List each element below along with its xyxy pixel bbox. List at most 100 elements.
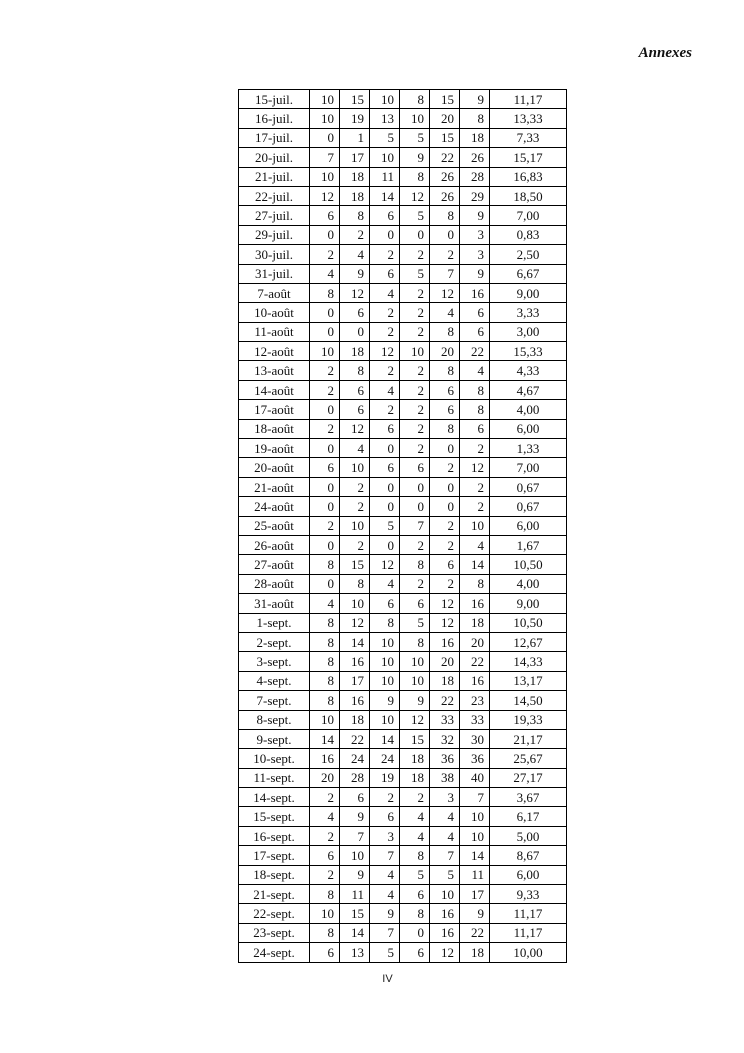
value-cell: 30 bbox=[459, 728, 490, 750]
value-cell: 10 bbox=[459, 515, 490, 536]
table-row: 28-août 0 8 4 2 2 8 4,00 bbox=[238, 573, 567, 595]
average-cell: 6,00 bbox=[489, 515, 567, 536]
value-cell: 11 bbox=[339, 884, 370, 905]
average-cell: 12,67 bbox=[489, 631, 567, 653]
value-cell: 10 bbox=[369, 651, 400, 672]
value-cell: 10 bbox=[339, 845, 370, 866]
value-cell: 14 bbox=[369, 728, 400, 750]
date-cell: 20-août bbox=[238, 457, 310, 478]
value-cell: 6 bbox=[399, 942, 430, 963]
average-cell: 15,33 bbox=[489, 341, 567, 362]
value-cell: 15 bbox=[399, 728, 430, 750]
value-cell: 18 bbox=[459, 127, 490, 149]
value-cell: 8 bbox=[309, 282, 340, 304]
value-cell: 0 bbox=[309, 438, 340, 459]
value-cell: 20 bbox=[459, 631, 490, 653]
value-cell: 18 bbox=[399, 767, 430, 789]
value-cell: 19 bbox=[339, 108, 370, 129]
value-cell: 2 bbox=[309, 825, 340, 847]
value-cell: 8 bbox=[399, 166, 430, 187]
value-cell: 2 bbox=[399, 302, 430, 323]
value-cell: 0 bbox=[429, 476, 460, 498]
date-cell: 3-sept. bbox=[238, 651, 310, 672]
value-cell: 32 bbox=[429, 728, 460, 750]
value-cell: 2 bbox=[399, 418, 430, 440]
value-cell: 2 bbox=[369, 399, 400, 420]
value-cell: 6 bbox=[309, 457, 340, 478]
value-cell: 12 bbox=[309, 185, 340, 207]
value-cell: 0 bbox=[429, 224, 460, 246]
value-cell: 5 bbox=[399, 263, 430, 284]
value-cell: 8 bbox=[309, 670, 340, 692]
value-cell: 16 bbox=[429, 903, 460, 924]
date-cell: 8-sept. bbox=[238, 709, 310, 730]
date-cell: 24-sept. bbox=[238, 942, 310, 963]
date-cell: 24-août bbox=[238, 496, 310, 517]
value-cell: 14 bbox=[459, 554, 490, 575]
average-cell: 14,50 bbox=[489, 690, 567, 711]
value-cell: 6 bbox=[309, 845, 340, 866]
value-cell: 13 bbox=[339, 942, 370, 963]
value-cell: 12 bbox=[369, 554, 400, 575]
value-cell: 9 bbox=[399, 147, 430, 168]
value-cell: 4 bbox=[459, 360, 490, 381]
value-cell: 10 bbox=[369, 670, 400, 692]
value-cell: 9 bbox=[459, 263, 490, 284]
value-cell: 3 bbox=[459, 244, 490, 265]
value-cell: 38 bbox=[429, 767, 460, 789]
value-cell: 5 bbox=[429, 864, 460, 886]
average-cell: 10,00 bbox=[489, 942, 567, 963]
table-row: 16-sept. 2 7 3 4 4 10 5,00 bbox=[238, 825, 567, 847]
value-cell: 19 bbox=[369, 767, 400, 789]
value-cell: 16 bbox=[459, 282, 490, 304]
table-row: 14-août 2 6 4 2 6 8 4,67 bbox=[238, 379, 567, 401]
value-cell: 18 bbox=[459, 942, 490, 963]
average-cell: 18,50 bbox=[489, 185, 567, 207]
average-cell: 1,67 bbox=[489, 534, 567, 556]
value-cell: 24 bbox=[339, 748, 370, 769]
table-row: 1-sept. 8 12 8 5 12 18 10,50 bbox=[238, 612, 567, 633]
value-cell: 2 bbox=[399, 438, 430, 459]
value-cell: 0 bbox=[339, 321, 370, 343]
value-cell: 6 bbox=[369, 263, 400, 284]
value-cell: 6 bbox=[399, 457, 430, 478]
value-cell: 2 bbox=[339, 476, 370, 498]
date-cell: 1-sept. bbox=[238, 612, 310, 633]
value-cell: 5 bbox=[399, 864, 430, 886]
value-cell: 8 bbox=[429, 321, 460, 343]
value-cell: 0 bbox=[399, 224, 430, 246]
value-cell: 9 bbox=[369, 903, 400, 924]
date-cell: 22-juil. bbox=[238, 185, 310, 207]
date-cell: 14-août bbox=[238, 379, 310, 401]
value-cell: 11 bbox=[459, 864, 490, 886]
value-cell: 18 bbox=[339, 166, 370, 187]
value-cell: 33 bbox=[429, 709, 460, 730]
date-cell: 17-sept. bbox=[238, 845, 310, 866]
average-cell: 5,00 bbox=[489, 825, 567, 847]
value-cell: 2 bbox=[399, 282, 430, 304]
value-cell: 2 bbox=[459, 438, 490, 459]
average-cell: 7,33 bbox=[489, 127, 567, 149]
value-cell: 18 bbox=[339, 341, 370, 362]
table-row: 31-août 4 10 6 6 12 16 9,00 bbox=[238, 593, 567, 614]
average-cell: 15,17 bbox=[489, 147, 567, 168]
table-row: 3-sept. 8 16 10 10 20 22 14,33 bbox=[238, 651, 567, 672]
value-cell: 4 bbox=[429, 302, 460, 323]
value-cell: 36 bbox=[459, 748, 490, 769]
value-cell: 16 bbox=[459, 593, 490, 614]
value-cell: 7 bbox=[459, 787, 490, 808]
value-cell: 8 bbox=[429, 205, 460, 226]
value-cell: 8 bbox=[459, 108, 490, 129]
value-cell: 5 bbox=[399, 612, 430, 633]
average-cell: 25,67 bbox=[489, 748, 567, 769]
value-cell: 6 bbox=[369, 806, 400, 827]
date-cell: 31-août bbox=[238, 593, 310, 614]
value-cell: 3 bbox=[429, 787, 460, 808]
value-cell: 4 bbox=[309, 593, 340, 614]
value-cell: 6 bbox=[429, 379, 460, 401]
value-cell: 2 bbox=[429, 573, 460, 595]
value-cell: 36 bbox=[429, 748, 460, 769]
date-cell: 13-août bbox=[238, 360, 310, 381]
table-row: 22-juil. 12 18 14 12 26 29 18,50 bbox=[238, 185, 567, 207]
value-cell: 8 bbox=[429, 360, 460, 381]
